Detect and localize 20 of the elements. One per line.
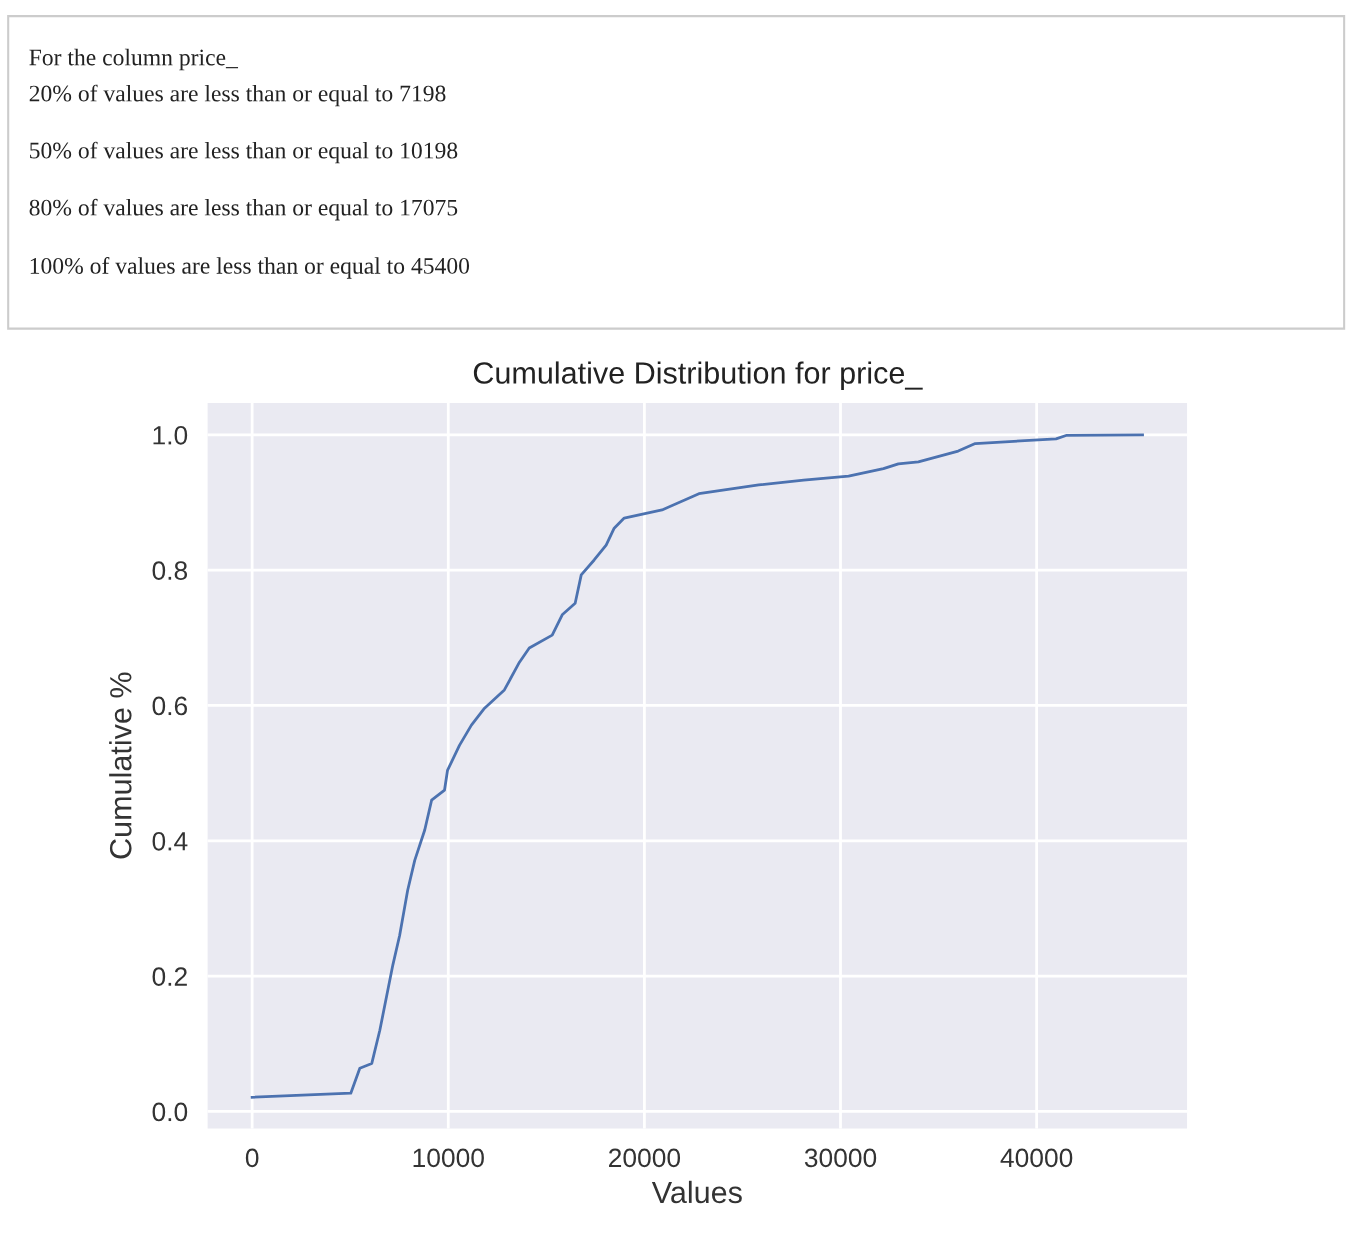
y-tick-label: 0.4 — [152, 831, 188, 851]
y-tick-label: 0.8 — [152, 561, 188, 580]
text: 50% of values are less than or equal to 10198 — [30, 141, 458, 164]
x-tick-label: 40000 — [1000, 1148, 1073, 1168]
y-tick-label: 0.2 — [152, 967, 187, 986]
line-series — [250, 433, 1144, 1099]
y-tick-label: 0.0 — [152, 1102, 188, 1122]
x-tick-label: 20000 — [609, 1148, 681, 1168]
text: 100% of values are less than or equal to 45400 — [30, 257, 470, 279]
y-axis-title: Cumulative % — [109, 672, 132, 859]
text: 80% of values are less than or equal to 17075 — [29, 198, 458, 221]
text: 20% of values are less than or equal to 7198 — [29, 84, 446, 107]
text: For the column price_ — [29, 48, 239, 71]
y-tick-label: 0.6 — [152, 696, 188, 716]
x-axis-title: Values — [651, 1180, 742, 1204]
x-tick-label: 30000 — [804, 1148, 877, 1168]
y-tick-label: 1.0 — [153, 425, 188, 445]
chart-title: Cumulative Distribution for price_ — [473, 361, 923, 390]
x-tick-label: 10000 — [413, 1148, 484, 1168]
x-tick-label: 0 — [245, 1148, 259, 1168]
